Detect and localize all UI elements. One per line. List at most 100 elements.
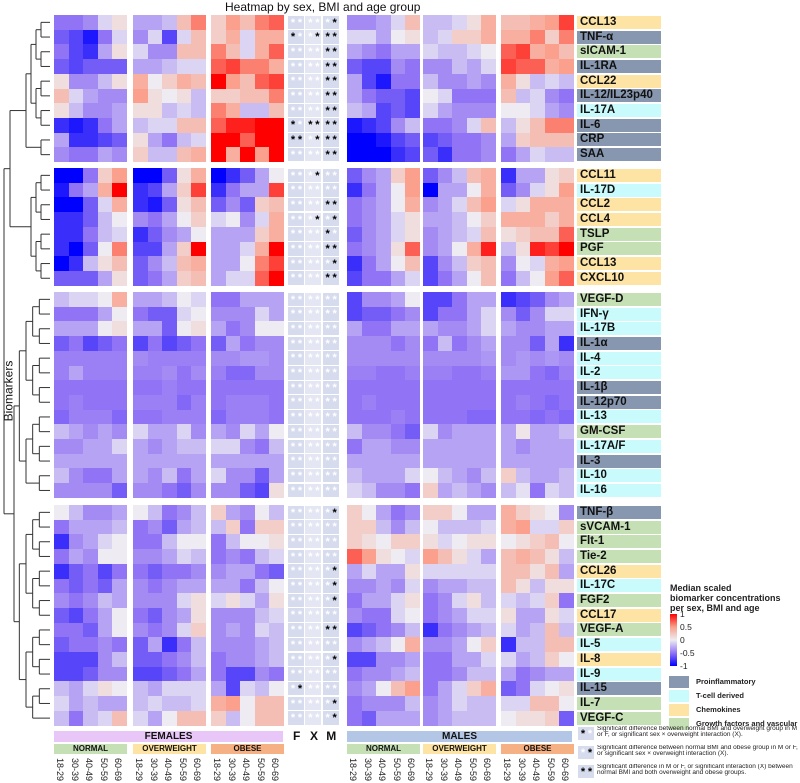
heatmap-cell bbox=[437, 483, 453, 499]
heatmap-cell bbox=[390, 212, 406, 228]
age-tick-label: 18-29 bbox=[348, 758, 358, 782]
asterisk-icon: * bbox=[297, 682, 302, 695]
heatmap-cell bbox=[133, 117, 148, 133]
heatmap-cell bbox=[176, 409, 192, 425]
heatmap-cell bbox=[452, 306, 468, 322]
asterisk-icon: * bbox=[332, 506, 337, 519]
significance-cell: * * bbox=[305, 696, 322, 711]
heatmap-cell bbox=[466, 549, 482, 565]
heatmap-cell bbox=[452, 519, 468, 535]
heatmap-cell bbox=[405, 593, 421, 609]
heatmap-cell bbox=[211, 306, 226, 322]
heatmap-cell bbox=[423, 256, 438, 272]
heatmap-cell bbox=[68, 380, 84, 396]
heatmap-cell bbox=[133, 593, 148, 609]
asterisk-icon: * bbox=[332, 624, 337, 637]
heatmap-cell bbox=[269, 15, 285, 31]
asterisk-icon: * bbox=[297, 134, 302, 147]
asterisk-icon: * bbox=[290, 367, 295, 379]
heatmap-cell bbox=[191, 365, 207, 381]
heatmap-cell bbox=[405, 182, 421, 198]
asterisk-icon: * bbox=[332, 134, 337, 147]
heatmap-cell bbox=[147, 549, 163, 565]
heatmap-cell bbox=[530, 519, 546, 535]
asterisk-icon: * bbox=[297, 367, 302, 379]
heatmap-cell bbox=[97, 365, 113, 381]
heatmap-cell bbox=[559, 534, 575, 550]
heatmap-cell bbox=[423, 212, 438, 228]
heatmap-cell bbox=[97, 394, 113, 410]
significance-cell: * * bbox=[322, 593, 339, 608]
heatmap-cell bbox=[83, 637, 99, 653]
heatmap-cell bbox=[97, 409, 113, 425]
heatmap-cell bbox=[466, 73, 482, 89]
heatmap-cell bbox=[54, 256, 69, 272]
heatmap-cell bbox=[147, 666, 163, 682]
asterisk-icon: * bbox=[332, 169, 337, 182]
heatmap-cell bbox=[452, 29, 468, 45]
heatmap-cell bbox=[68, 468, 84, 484]
heatmap-cell bbox=[390, 241, 406, 257]
heatmap-cell bbox=[240, 306, 256, 322]
asterisk-icon: * bbox=[297, 119, 302, 132]
heatmap-cell bbox=[97, 483, 113, 499]
heatmap-cell bbox=[97, 666, 113, 682]
heatmap-cell bbox=[112, 505, 128, 521]
heatmap-cell bbox=[405, 519, 421, 535]
heatmap-cell bbox=[376, 270, 392, 286]
heatmap-cell bbox=[559, 132, 575, 148]
asterisk-icon: * bbox=[325, 425, 330, 438]
heatmap-cell bbox=[240, 336, 256, 352]
heatmap-cell bbox=[176, 424, 192, 440]
heatmap-cell bbox=[376, 212, 392, 228]
heatmap-cell bbox=[68, 270, 84, 286]
asterisk-icon: * bbox=[315, 75, 319, 88]
significance-cell: * * bbox=[288, 103, 305, 118]
heatmap-cell bbox=[361, 103, 377, 119]
heatmap-cell bbox=[437, 696, 453, 712]
heatmap-cell bbox=[240, 212, 256, 228]
heatmap-cell bbox=[112, 117, 128, 133]
heatmap-cell bbox=[347, 226, 362, 242]
asterisk-icon: * bbox=[308, 104, 312, 117]
heatmap-cell bbox=[83, 394, 99, 410]
heatmap-cell bbox=[83, 292, 99, 308]
heatmap-cell bbox=[423, 696, 438, 712]
heatmap-cell bbox=[390, 336, 406, 352]
significance-cell: * * bbox=[288, 271, 305, 285]
heatmap-cell bbox=[269, 622, 285, 638]
heatmap-cell bbox=[559, 147, 575, 163]
heatmap-cell bbox=[254, 607, 270, 623]
heatmap-cell bbox=[97, 696, 113, 712]
heatmap-cell bbox=[437, 505, 453, 521]
heatmap-cell bbox=[481, 666, 497, 682]
heatmap-cell bbox=[559, 637, 575, 653]
heatmap-cell bbox=[269, 578, 285, 594]
heatmap-cell bbox=[559, 710, 575, 726]
significance-cell: * * bbox=[322, 212, 339, 227]
significance-cell: * * bbox=[288, 74, 305, 88]
asterisk-icon: * bbox=[308, 367, 312, 379]
asterisk-icon: * bbox=[308, 352, 312, 365]
heatmap-cell bbox=[423, 563, 438, 579]
heatmap-cell bbox=[54, 424, 69, 440]
heatmap-cell bbox=[481, 622, 497, 638]
age-tick-label: 40-49 bbox=[241, 758, 252, 782]
asterisk-icon: * bbox=[332, 594, 337, 607]
significance-cell: * * bbox=[305, 15, 322, 29]
asterisk-icon: * bbox=[325, 228, 330, 241]
heatmap-cell bbox=[147, 439, 163, 455]
heatmap-cell bbox=[269, 439, 285, 455]
heatmap-cell bbox=[437, 270, 453, 286]
heatmap-cell bbox=[405, 365, 421, 381]
heatmap-cell bbox=[515, 132, 531, 148]
heatmap-cell bbox=[54, 696, 69, 712]
heatmap-cell bbox=[515, 256, 531, 272]
heatmap-cell bbox=[97, 226, 113, 242]
heatmap-cell bbox=[269, 424, 285, 440]
heatmap-cell bbox=[225, 306, 241, 322]
heatmap-cell bbox=[97, 563, 113, 579]
significance-cell: * * bbox=[322, 292, 339, 306]
heatmap-cell bbox=[97, 168, 113, 184]
heatmap-cell bbox=[437, 468, 453, 484]
